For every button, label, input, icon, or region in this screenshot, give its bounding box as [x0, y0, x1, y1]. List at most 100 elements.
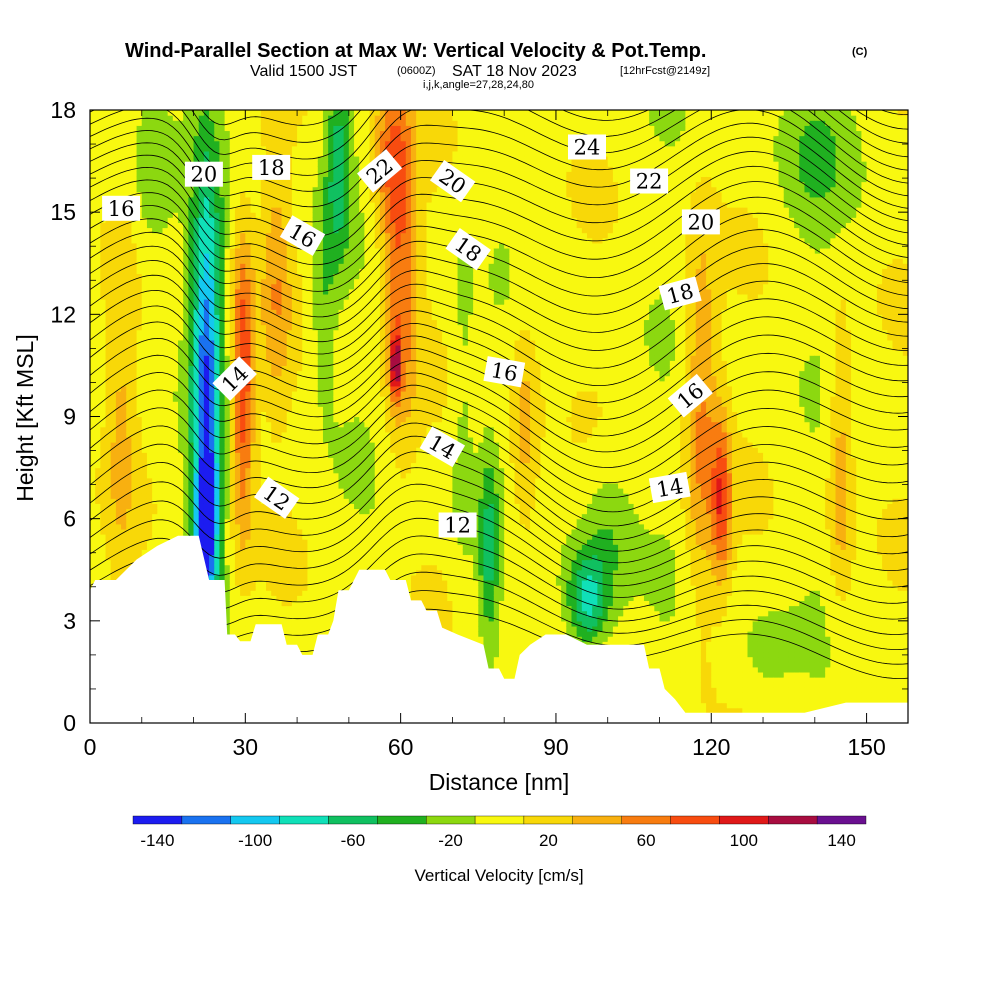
- velocity-cell: [111, 156, 117, 162]
- velocity-cell: [157, 136, 163, 142]
- velocity-cell: [188, 319, 194, 325]
- velocity-cell: [230, 146, 236, 152]
- velocity-cell: [100, 554, 106, 560]
- velocity-cell: [106, 365, 112, 371]
- velocity-cell: [256, 606, 262, 612]
- velocity-cell: [261, 350, 267, 356]
- velocity-cell: [168, 268, 174, 274]
- velocity-cell: [111, 166, 117, 172]
- velocity-cell: [137, 457, 143, 463]
- velocity-cell: [100, 447, 106, 453]
- velocity-cell: [173, 273, 179, 279]
- velocity-cell: [100, 319, 106, 325]
- velocity-cell: [111, 473, 117, 479]
- velocity-cell: [90, 544, 96, 550]
- velocity-cell: [95, 452, 101, 458]
- velocity-cell: [137, 136, 143, 142]
- velocity-cell: [261, 616, 267, 622]
- velocity-cell: [235, 335, 241, 341]
- velocity-cell: [111, 452, 117, 458]
- velocity-cell: [106, 299, 112, 305]
- velocity-cell: [240, 473, 246, 479]
- velocity-cell: [95, 273, 101, 279]
- velocity-cell: [276, 335, 282, 341]
- velocity-cell: [271, 560, 277, 566]
- velocity-cell: [116, 437, 122, 443]
- velocity-cell: [266, 350, 272, 356]
- velocity-cell: [245, 120, 251, 126]
- velocity-cell: [214, 115, 220, 121]
- velocity-cell: [178, 514, 184, 520]
- velocity-cell: [287, 462, 293, 468]
- velocity-cell: [183, 340, 189, 346]
- velocity-cell: [126, 284, 132, 290]
- velocity-cell: [137, 417, 143, 423]
- velocity-cell: [292, 304, 298, 310]
- velocity-cell: [121, 483, 127, 489]
- velocity-cell: [256, 136, 262, 142]
- velocity-cell: [157, 212, 163, 218]
- velocity-cell: [287, 626, 293, 632]
- velocity-cell: [152, 110, 158, 116]
- velocity-cell: [111, 360, 117, 366]
- velocity-cell: [152, 202, 158, 208]
- velocity-cell: [276, 243, 282, 249]
- velocity-cell: [271, 473, 277, 479]
- velocity-cell: [225, 437, 231, 443]
- velocity-cell: [250, 130, 256, 136]
- velocity-cell: [240, 554, 246, 560]
- velocity-cell: [245, 151, 251, 157]
- velocity-cell: [209, 478, 215, 484]
- velocity-cell: [142, 396, 148, 402]
- velocity-cell: [219, 457, 225, 463]
- velocity-cell: [256, 238, 262, 244]
- velocity-cell: [157, 187, 163, 193]
- velocity-cell: [126, 243, 132, 249]
- velocity-cell: [282, 411, 288, 417]
- velocity-cell: [183, 498, 189, 504]
- velocity-cell: [235, 187, 241, 193]
- velocity-cell: [287, 335, 293, 341]
- velocity-cell: [230, 473, 236, 479]
- velocity-cell: [137, 514, 143, 520]
- velocity-cell: [168, 447, 174, 453]
- velocity-cell: [256, 120, 262, 126]
- velocity-cell: [188, 335, 194, 341]
- velocity-cell: [297, 417, 303, 423]
- velocity-cell: [209, 427, 215, 433]
- velocity-cell: [100, 514, 106, 520]
- velocity-cell: [276, 248, 282, 254]
- velocity-cell: [137, 401, 143, 407]
- velocity-cell: [100, 534, 106, 540]
- velocity-cell: [209, 360, 215, 366]
- velocity-cell: [95, 376, 101, 382]
- velocity-cell: [225, 156, 231, 162]
- velocity-cell: [121, 462, 127, 468]
- velocity-cell: [157, 376, 163, 382]
- velocity-cell: [157, 432, 163, 438]
- velocity-cell: [147, 524, 153, 530]
- velocity-cell: [297, 524, 303, 530]
- velocity-cell: [116, 519, 122, 525]
- velocity-cell: [256, 565, 262, 571]
- velocity-cell: [230, 452, 236, 458]
- velocity-cell: [111, 279, 117, 285]
- velocity-cell: [204, 376, 210, 382]
- velocity-cell: [282, 207, 288, 213]
- velocity-cell: [302, 565, 308, 571]
- velocity-cell: [152, 233, 158, 239]
- velocity-cell: [271, 519, 277, 525]
- velocity-cell: [240, 590, 246, 596]
- velocity-cell: [90, 217, 96, 223]
- velocity-cell: [256, 600, 262, 606]
- velocity-cell: [245, 156, 251, 162]
- velocity-cell: [219, 549, 225, 555]
- velocity-cell: [282, 217, 288, 223]
- velocity-cell: [188, 381, 194, 387]
- velocity-cell: [266, 381, 272, 387]
- velocity-cell: [271, 130, 277, 136]
- velocity-cell: [142, 243, 148, 249]
- velocity-cell: [162, 325, 168, 331]
- velocity-cell: [261, 136, 267, 142]
- velocity-cell: [188, 422, 194, 428]
